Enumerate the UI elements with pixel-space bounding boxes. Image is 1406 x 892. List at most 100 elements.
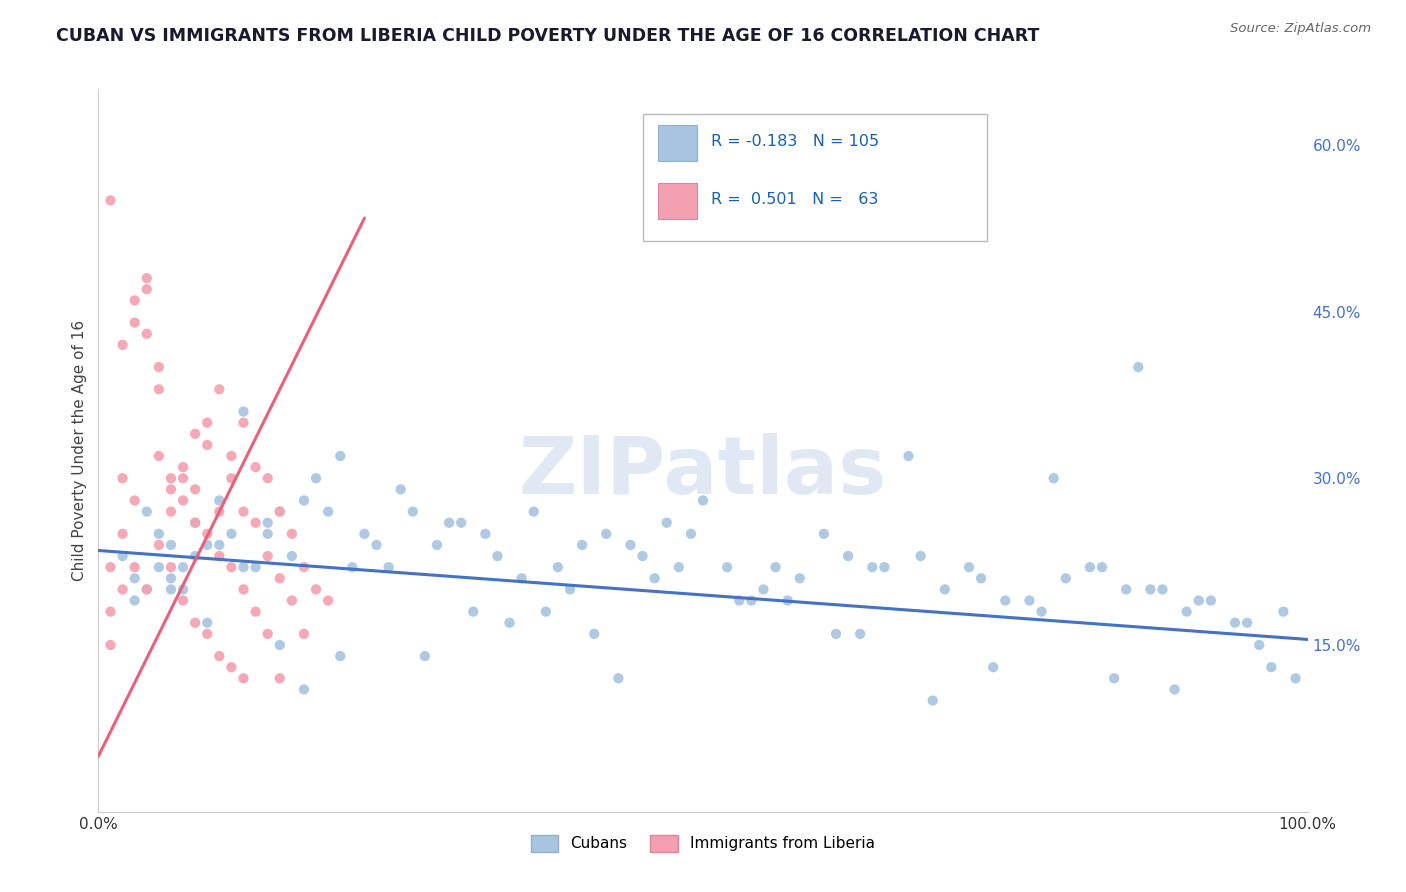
Point [172,582,194,597]
Point [160,483,183,497]
Point [269,505,291,519]
Point [329,649,352,664]
Point [1042,471,1064,485]
Point [160,582,183,597]
Point [256,526,278,541]
Point [135,282,157,296]
Point [111,471,134,485]
Point [316,505,339,519]
Point [184,549,207,563]
Point [232,560,254,574]
Point [1152,582,1174,597]
Point [692,493,714,508]
Point [160,560,183,574]
Point [160,571,183,585]
Point [1115,582,1137,597]
Point [1236,615,1258,630]
Point [1223,615,1246,630]
Bar [658,125,697,161]
Point [269,671,291,685]
Point [305,582,328,597]
Point [232,416,254,430]
Point [148,560,170,574]
Point [124,316,146,330]
Point [148,360,170,375]
Point [172,593,194,607]
Point [221,526,243,541]
Point [825,627,848,641]
Point [595,526,617,541]
Point [1188,593,1211,607]
Point [269,505,291,519]
Point [245,516,267,530]
Point [921,693,943,707]
Point [111,549,134,563]
Point [111,582,134,597]
Point [1284,671,1306,685]
Point [232,404,254,418]
Point [269,571,291,585]
Point [221,449,243,463]
Point [135,505,157,519]
Point [342,560,364,574]
Point [316,593,339,607]
Point [957,560,980,574]
Point [644,571,666,585]
Text: R = -0.183   N = 105: R = -0.183 N = 105 [711,135,880,150]
Point [897,449,920,463]
Point [547,560,569,574]
Point [111,526,134,541]
Point [474,526,496,541]
Point [172,560,194,574]
Point [860,560,883,574]
Point [256,516,278,530]
Point [679,526,702,541]
Point [208,505,231,519]
Point [232,505,254,519]
Point [160,471,183,485]
Point [195,615,218,630]
Point [148,526,170,541]
Point [184,516,207,530]
Point [208,493,231,508]
Point [135,582,157,597]
Point [1175,605,1198,619]
Point [329,449,352,463]
Point [124,293,146,308]
Point [366,538,388,552]
Point [716,560,738,574]
Point [124,560,146,574]
Point [100,638,122,652]
Point [305,471,328,485]
Point [740,593,762,607]
Point [281,549,304,563]
Y-axis label: Child Poverty Under the Age of 16: Child Poverty Under the Age of 16 [72,320,87,581]
Point [195,627,218,641]
Text: ZIPatlas: ZIPatlas [519,434,887,511]
Point [195,538,218,552]
Point [1139,582,1161,597]
Point [837,549,859,563]
Point [281,526,304,541]
Point [437,516,460,530]
Point [1199,593,1222,607]
Point [426,538,449,552]
Point [1078,560,1101,574]
Point [655,516,678,530]
Point [184,483,207,497]
Point [583,627,606,641]
Text: R =  0.501   N =   63: R = 0.501 N = 63 [711,193,879,207]
Point [256,471,278,485]
Point [221,560,243,574]
Point [1031,605,1053,619]
Point [184,426,207,441]
Point [994,593,1017,607]
Point [160,538,183,552]
Point [1163,682,1185,697]
Point [111,338,134,352]
Point [195,416,218,430]
Point [523,505,546,519]
Point [135,326,157,341]
Point [100,560,122,574]
Point [1249,638,1271,652]
